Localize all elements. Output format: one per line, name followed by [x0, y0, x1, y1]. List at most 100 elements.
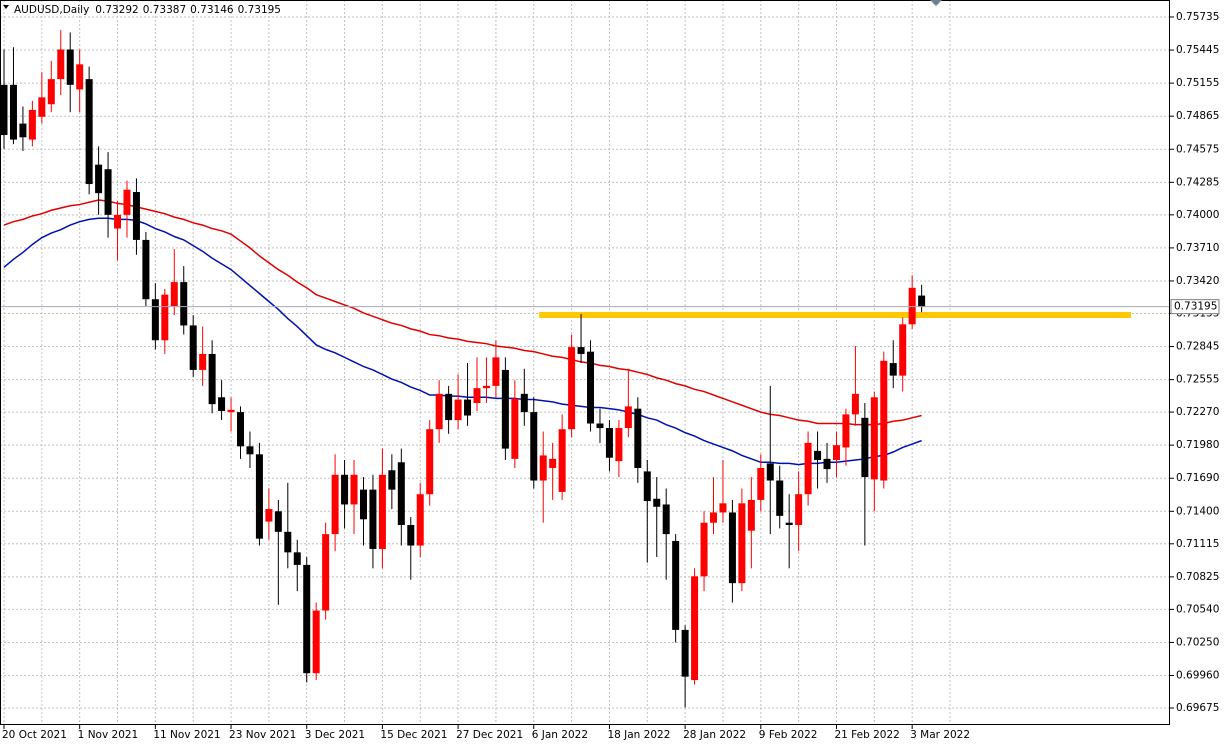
- candle-body: [605, 428, 613, 458]
- y-tick-label: 0.69675: [1176, 702, 1219, 714]
- plot-border: [0, 0, 1170, 725]
- candle-body: [558, 429, 566, 492]
- moving-average: [3, 217, 922, 466]
- candle-body: [303, 564, 311, 674]
- candle-body: [161, 294, 169, 341]
- candle-body: [624, 406, 632, 429]
- y-tick-label: 0.73420: [1176, 275, 1219, 287]
- y-tick-label: 0.74575: [1176, 143, 1219, 155]
- y-tick-label: 0.74285: [1176, 176, 1219, 188]
- candle-body: [738, 503, 746, 584]
- candle-body: [814, 450, 822, 460]
- candle-body: [842, 414, 850, 448]
- candle-body: [766, 463, 774, 481]
- candle-body: [123, 189, 131, 215]
- candle-body: [170, 282, 178, 307]
- candle-body: [28, 109, 36, 140]
- candle-body: [520, 393, 528, 413]
- x-tick-label: 18 Jan 2022: [607, 729, 670, 741]
- candle-body: [359, 489, 367, 520]
- x-tick-label: 9 Feb 2022: [759, 729, 818, 741]
- candle-body: [378, 474, 386, 549]
- candle-body: [388, 470, 396, 490]
- y-tick-label: 0.75735: [1176, 11, 1219, 23]
- candle-body: [804, 442, 812, 495]
- candle-body: [104, 169, 112, 215]
- candle-body: [681, 629, 689, 677]
- y-tick-label: 0.72555: [1176, 374, 1219, 386]
- candle-body: [341, 474, 349, 505]
- candle-body: [246, 446, 254, 455]
- moving-average: [3, 199, 922, 426]
- last-high: 0.73387: [143, 4, 186, 16]
- menu-triangle[interactable]: [3, 5, 9, 9]
- candle-body: [492, 357, 500, 386]
- candle-body: [568, 347, 576, 430]
- candle-body: [66, 49, 74, 85]
- candle-body: [293, 552, 301, 565]
- y-tick-label: 0.71980: [1176, 439, 1219, 451]
- x-tick-label: 28 Jan 2022: [683, 729, 746, 741]
- candle-body: [454, 399, 462, 421]
- last-open: 0.73292: [95, 4, 138, 16]
- candle-body: [407, 524, 415, 546]
- candle-body: [57, 49, 65, 80]
- x-tick-label: 3 Mar 2022: [910, 729, 970, 741]
- candle-body: [691, 576, 699, 681]
- x-tick-label: 15 Dec 2021: [380, 729, 447, 741]
- candle-body: [870, 397, 878, 480]
- candle-body: [549, 458, 557, 468]
- candle-body: [350, 474, 358, 505]
- candle-body: [284, 531, 292, 553]
- candle-body: [274, 511, 282, 532]
- candle-body: [889, 363, 897, 376]
- candle-body: [719, 503, 727, 513]
- candle-body: [851, 393, 859, 415]
- candle-body: [501, 369, 509, 449]
- candle-body: [435, 393, 443, 430]
- candle-body: [76, 64, 84, 90]
- candle-body: [662, 504, 670, 535]
- candle-body: [208, 353, 216, 405]
- x-tick-label: 3 Dec 2021: [305, 729, 365, 741]
- x-tick-label: 21 Feb 2022: [834, 729, 899, 741]
- candle-body: [95, 164, 103, 194]
- candle-body: [908, 287, 916, 325]
- candle-body: [776, 480, 784, 516]
- candle-body: [189, 325, 197, 370]
- candle-body: [47, 79, 55, 105]
- y-tick-label: 0.72845: [1176, 341, 1219, 353]
- last-low: 0.73146: [190, 4, 234, 16]
- x-tick-label: 27 Dec 2021: [456, 729, 523, 741]
- y-tick-label: 0.75445: [1176, 44, 1219, 56]
- shift-marker[interactable]: [930, 0, 942, 6]
- candle-body: [142, 239, 150, 300]
- candle-body: [426, 429, 434, 495]
- candle-body: [511, 398, 519, 459]
- plot: [0, 30, 1170, 708]
- candle-body: [0, 84, 8, 136]
- y-tick-label: 0.75155: [1176, 77, 1219, 89]
- candle-body: [530, 412, 538, 481]
- grid: [0, 0, 1170, 725]
- y-tick-label: 0.69960: [1176, 670, 1219, 682]
- candle-body: [19, 123, 27, 138]
- candle-body: [918, 295, 926, 307]
- x-tick-label: 23 Nov 2021: [229, 729, 296, 741]
- candle-body: [265, 509, 273, 522]
- x-tick-label: 11 Nov 2021: [153, 729, 220, 741]
- x-tick-label: 1 Nov 2021: [78, 729, 139, 741]
- candle-body: [9, 84, 17, 140]
- candle-body: [473, 388, 481, 403]
- candle-body: [237, 412, 244, 447]
- y-tick-label: 0.71400: [1176, 505, 1219, 517]
- candle-body: [312, 610, 320, 674]
- candle-body: [199, 353, 207, 370]
- candle-body: [132, 192, 140, 240]
- y-tick-label: 0.70250: [1176, 636, 1219, 648]
- candle-body: [322, 534, 330, 611]
- candle-body: [416, 494, 424, 546]
- candle-body: [672, 540, 680, 630]
- candle-body: [577, 347, 585, 354]
